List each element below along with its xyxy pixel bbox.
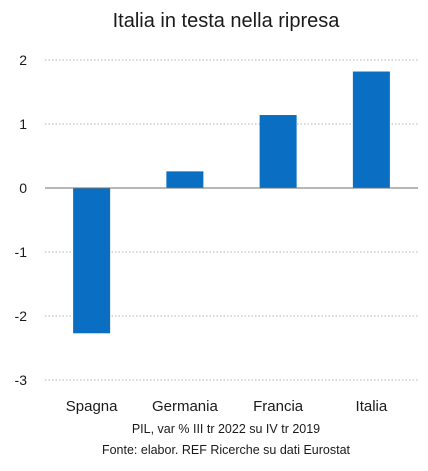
grid-lines — [45, 59, 418, 381]
y-axis-tick-labels: -3 -2 -1 0 1 2 — [15, 52, 28, 388]
x-category-label: Spagna — [66, 398, 118, 415]
chart-source: Fonte: elabor. REF Ricerche su dati Euro… — [102, 443, 351, 457]
y-tick-label: -3 — [15, 372, 28, 388]
bar-francia — [259, 115, 297, 188]
bar-spagna — [73, 188, 111, 334]
y-tick-label: 2 — [19, 52, 27, 68]
y-tick-label: -1 — [15, 244, 28, 260]
chart-note: PIL, var % III tr 2022 su IV tr 2019 — [132, 422, 320, 436]
bars — [73, 71, 390, 334]
chart-title: Italia in testa nella ripresa — [113, 10, 341, 32]
x-category-label: Francia — [253, 398, 304, 415]
y-tick-label: -2 — [15, 308, 28, 324]
x-axis-category-labels: Spagna Germania Francia Italia — [66, 398, 388, 415]
x-category-label: Germania — [152, 398, 219, 415]
x-category-label: Italia — [356, 398, 388, 415]
bar-italia — [352, 71, 390, 188]
y-tick-label: 1 — [19, 116, 27, 132]
y-tick-label: 0 — [19, 180, 27, 196]
bar-germania — [166, 171, 204, 188]
